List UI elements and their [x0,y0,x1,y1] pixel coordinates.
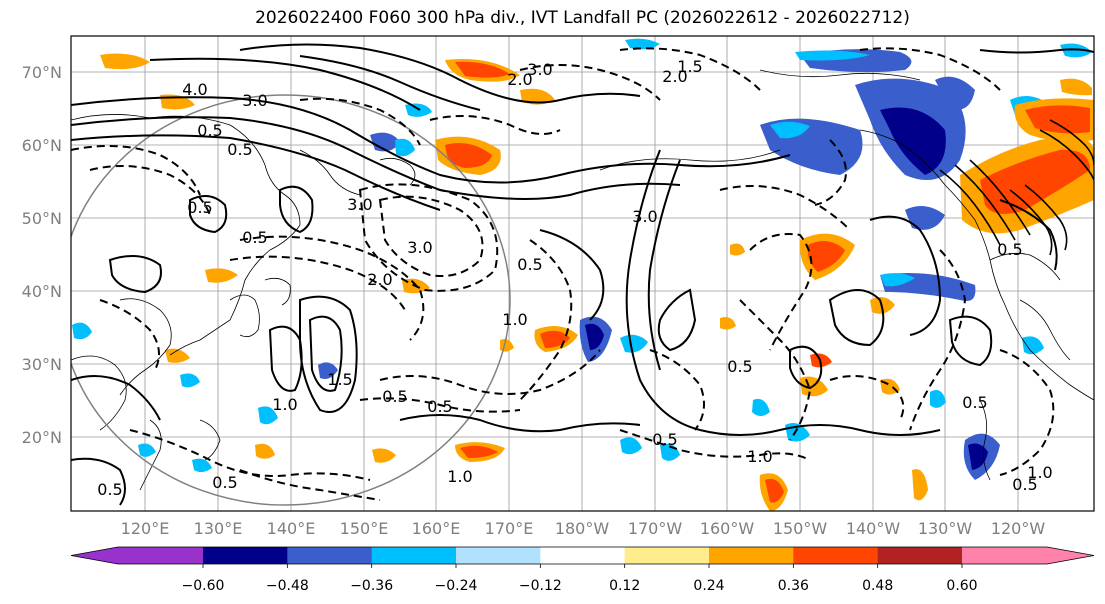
contour-label: 0.5 [187,198,212,217]
colorbar-swatch [962,547,1094,564]
colorbar-swatch [287,547,373,564]
contour-label: 1.0 [272,395,297,414]
colorbar-label: 0.60 [946,578,977,594]
latitude-label: 40°N [22,282,62,301]
colorbar [70,546,1095,565]
contour-label: 0.5 [962,393,987,412]
contour-label: 2.0 [367,270,392,289]
dense-contours [939,119,1094,256]
contour-label: 1.5 [327,370,352,389]
graticule [71,36,1094,511]
contour-label: 1.0 [747,447,772,466]
reference-circle [71,94,511,506]
divergence-shading [72,38,1094,511]
contour-label: 1.5 [677,57,702,76]
latitude-label: 30°N [22,355,62,374]
colorbar-swatch [71,547,203,564]
longitude-label: 170°E [485,519,534,538]
longitude-label: 160°E [412,519,461,538]
latitude-label: 70°N [22,63,62,82]
contour-label: 2.0 [662,67,687,86]
contour-label: 0.5 [227,140,252,159]
latitude-label: 60°N [22,136,62,155]
colorbar-label: −0.24 [435,578,478,594]
colorbar-outline [70,546,1095,565]
longitude-label: 140°W [846,519,901,538]
colorbar-label: 0.12 [609,578,640,594]
contour-label: 1.0 [502,310,527,329]
longitude-label: 120°W [991,519,1046,538]
contour-label: 0.5 [727,357,752,376]
colorbar-swatch [203,547,288,564]
longitude-label: 150°E [340,519,389,538]
longitude-label: 150°W [773,519,828,538]
contour-label: 0.5 [997,240,1022,259]
colorbar-label: −0.12 [519,578,562,594]
latitude-label: 50°N [22,209,62,228]
map-title: 2026022400 F060 300 hPa div., IVT Landfa… [255,8,910,28]
colorbar-label: −0.60 [182,578,225,594]
longitude-label: 180°W [555,519,610,538]
contour-label: 1.0 [1027,463,1052,482]
contour-label: 2.0 [507,70,532,89]
contour-label: 0.5 [652,430,677,449]
longitude-label: 130°E [194,519,243,538]
colorbar-labels: −0.60 −0.48 −0.36 −0.24 −0.12 0.12 0.24 0.36 0.4… [182,564,978,594]
colorbar-label: 0.48 [862,578,893,594]
dashed-contours [71,47,1055,501]
colorbar-label: −0.36 [350,578,393,594]
colorbar-swatch [877,547,963,564]
contour-label: 0.5 [1012,475,1037,494]
longitude-label: 160°W [700,519,755,538]
contour-label: 3.0 [527,60,552,79]
longitude-label: 130°W [918,519,973,538]
colorbar-swatch [540,547,626,564]
colorbar-swatch [456,547,541,564]
map-frame [70,35,1095,512]
longitude-label: 140°E [267,519,316,538]
colorbar-swatch [371,547,457,564]
contour-label: 0.5 [517,255,542,274]
contour-label: 0.5 [97,480,122,499]
latitude-labels: 70°N 60°N 50°N 40°N 30°N 20°N [22,63,62,447]
contour-label: 3.0 [347,195,372,214]
colorbar-label: −0.48 [266,578,309,594]
contour-label: 4.0 [182,80,207,99]
colorbar-swatch [624,547,710,564]
contour-label: 3.0 [242,91,267,110]
contour-label: 0.5 [427,397,452,416]
colorbar-label: 0.24 [693,578,724,594]
contour-label: 3.0 [632,207,657,226]
contour-label: 0.5 [382,387,407,406]
contour-label: 3.0 [407,238,432,257]
colorbar-swatch [793,547,879,564]
contour-label: 0.5 [212,473,237,492]
colorbar-label: 0.36 [778,578,809,594]
contour-label: 0.5 [242,228,267,247]
longitude-label: 170°W [628,519,683,538]
coastlines [71,69,1094,491]
longitude-label: 120°E [121,519,170,538]
contour-labels: 4.03.03.0 1.52.02.03.00.50.50.50.53.03.02… [97,57,1052,499]
contour-label: 0.5 [197,121,222,140]
colorbar-swatch [709,547,794,564]
latitude-label: 20°N [22,428,62,447]
longitude-labels: 120°E 130°E 140°E 150°E 160°E 170°E 180°W 170°W… [121,519,1046,538]
contour-label: 1.0 [447,467,472,486]
solid-contours [71,43,1094,506]
